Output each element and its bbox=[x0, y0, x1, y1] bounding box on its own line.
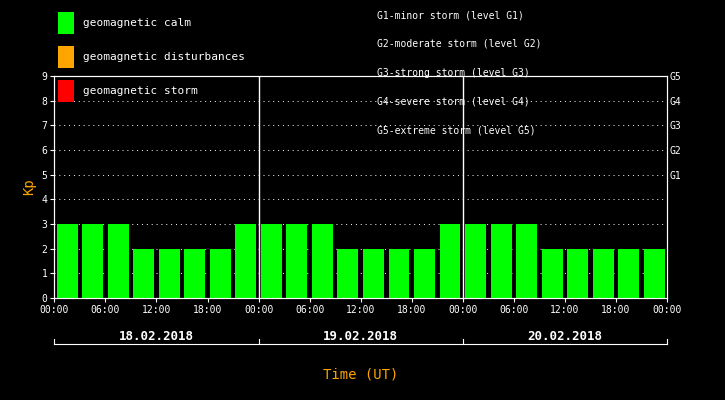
Text: geomagnetic storm: geomagnetic storm bbox=[83, 86, 197, 96]
Bar bbox=[465, 224, 486, 298]
Bar bbox=[312, 224, 333, 298]
Bar bbox=[363, 249, 384, 298]
Bar bbox=[236, 224, 256, 298]
Bar bbox=[567, 249, 588, 298]
Bar bbox=[491, 224, 512, 298]
Bar bbox=[618, 249, 639, 298]
Text: G4-severe storm (level G4): G4-severe storm (level G4) bbox=[377, 96, 530, 106]
Bar bbox=[542, 249, 563, 298]
Bar bbox=[184, 249, 205, 298]
Bar bbox=[57, 224, 78, 298]
Bar bbox=[261, 224, 282, 298]
Text: G5-extreme storm (level G5): G5-extreme storm (level G5) bbox=[377, 125, 536, 135]
Bar bbox=[210, 249, 231, 298]
Bar bbox=[414, 249, 435, 298]
Bar bbox=[439, 224, 460, 298]
Text: 19.02.2018: 19.02.2018 bbox=[323, 330, 398, 343]
Text: G1-minor storm (level G1): G1-minor storm (level G1) bbox=[377, 10, 524, 20]
Bar bbox=[516, 224, 537, 298]
Bar bbox=[389, 249, 410, 298]
Text: 18.02.2018: 18.02.2018 bbox=[119, 330, 194, 343]
Bar bbox=[286, 224, 307, 298]
Text: G2-moderate storm (level G2): G2-moderate storm (level G2) bbox=[377, 39, 542, 49]
Bar bbox=[82, 224, 103, 298]
Text: G3-strong storm (level G3): G3-strong storm (level G3) bbox=[377, 68, 530, 78]
Bar bbox=[337, 249, 358, 298]
Bar bbox=[593, 249, 613, 298]
Text: 20.02.2018: 20.02.2018 bbox=[527, 330, 602, 343]
Text: geomagnetic disturbances: geomagnetic disturbances bbox=[83, 52, 244, 62]
Text: Time (UT): Time (UT) bbox=[323, 368, 398, 382]
Bar bbox=[108, 224, 128, 298]
Bar bbox=[133, 249, 154, 298]
Bar bbox=[159, 249, 180, 298]
Text: geomagnetic calm: geomagnetic calm bbox=[83, 18, 191, 28]
Y-axis label: Kp: Kp bbox=[22, 179, 36, 195]
Bar bbox=[644, 249, 665, 298]
